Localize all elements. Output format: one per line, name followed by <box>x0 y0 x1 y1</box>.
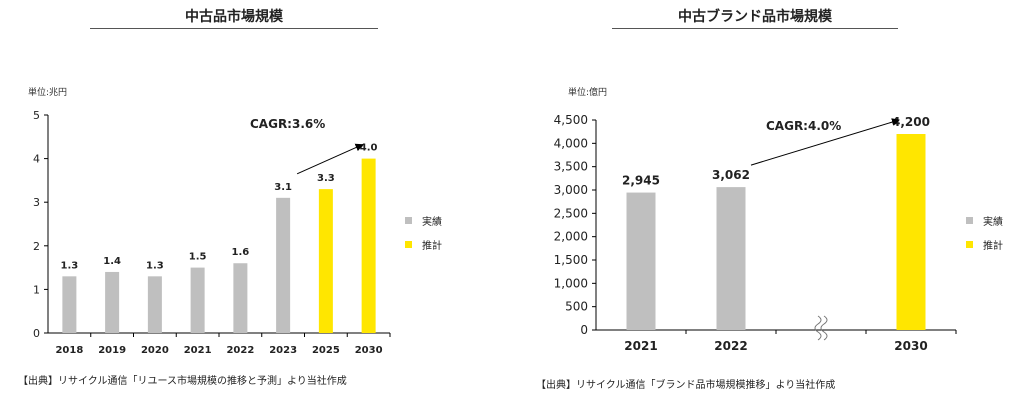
bar-forecast <box>896 134 926 330</box>
bar-actual <box>716 187 746 330</box>
data-label: 1.5 <box>189 252 207 263</box>
source-note: 【出典】リサイクル通信「リユース市場規模の推移と予測」より当社作成 <box>18 376 347 387</box>
y-tick-label: 2,000 <box>554 230 588 244</box>
legend-swatch-actual <box>966 216 973 224</box>
bar-actual <box>147 276 162 333</box>
legend-swatch-actual <box>405 216 412 224</box>
bar-actual <box>276 197 291 333</box>
bar-actual <box>190 267 205 333</box>
x-tick-label: 2030 <box>894 339 927 353</box>
data-label: 1.4 <box>103 256 121 267</box>
data-label: 4,200 <box>892 115 930 129</box>
data-label: 2,945 <box>622 174 660 188</box>
bar-actual <box>62 276 77 333</box>
axis-break-mark-right <box>820 315 828 341</box>
x-tick-label: 2021 <box>624 339 657 353</box>
y-tick-label: 3,000 <box>554 183 588 197</box>
used-brand-goods-bar-chart: 0 500 1,000 1,500 2,000 2,500 3,000 3,500 4,000 4… <box>554 113 957 353</box>
y-tick-label: 3,500 <box>554 160 588 174</box>
bar-actual <box>233 263 248 333</box>
y-tick-label: 4,500 <box>554 113 588 127</box>
bar-actual <box>626 192 656 330</box>
data-label: 1.3 <box>61 260 79 271</box>
chart-title: 中古ブランド品市場規模 <box>678 9 832 25</box>
legend: 実績 推計 <box>405 213 442 261</box>
bar-forecast <box>318 189 333 333</box>
x-tick-label: 2023 <box>269 345 297 356</box>
cagr-label: CAGR:3.6% <box>250 117 325 131</box>
x-tick-label: 2019 <box>98 345 126 356</box>
cagr-arrow <box>296 143 364 175</box>
bar-actual <box>105 271 120 333</box>
legend-label-actual: 実績 <box>983 216 1003 228</box>
legend-swatch-forecast <box>966 240 973 248</box>
data-label: 3.1 <box>274 182 292 193</box>
data-label: 1.3 <box>146 260 164 271</box>
used-brand-goods-market-panel: 中古ブランド品市場規模 単位:億円 0 500 1,000 1,500 2,000 2,5… <box>520 0 1036 400</box>
title-underline <box>612 28 898 29</box>
y-tick-label: 3 <box>33 196 40 209</box>
bar-forecast <box>361 158 376 333</box>
y-tick-label: 5 <box>33 109 40 122</box>
data-label: 1.6 <box>232 247 250 258</box>
cagr-label: CAGR:4.0% <box>766 119 841 133</box>
y-tick-label: 4,000 <box>554 136 588 150</box>
data-label: 4.0 <box>360 143 378 154</box>
legend-swatch-forecast <box>405 240 412 248</box>
x-tick-label: 2021 <box>184 345 212 356</box>
x-tick-label: 2022 <box>226 345 254 356</box>
legend-item-actual: 実績 <box>405 213 442 228</box>
legend: 実績 推計 <box>966 213 1003 261</box>
legend-label-actual: 実績 <box>422 216 442 228</box>
unit-label: 単位:兆円 <box>28 88 68 98</box>
legend-item-actual: 実績 <box>966 213 1003 228</box>
source-note: 【出典】リサイクル通信「ブランド品市場規模推移」より当社作成 <box>536 380 836 391</box>
legend-label-forecast: 推計 <box>983 240 1003 252</box>
chart-title: 中古品市場規模 <box>185 9 283 25</box>
legend-item-forecast: 推計 <box>966 237 1003 252</box>
y-tick-label: 4 <box>33 153 40 166</box>
used-goods-bar-chart: 0 1 2 3 4 5 1.3 2018 1.4 2019 1.3 2020 1.5 2021 1.6 202… <box>33 109 391 356</box>
title-underline <box>90 28 378 29</box>
y-tick-label: 0 <box>580 323 588 337</box>
legend-item-forecast: 推計 <box>405 237 442 252</box>
y-tick-label: 0 <box>33 327 40 340</box>
legend-label-forecast: 推計 <box>422 240 442 252</box>
x-tick-label: 2020 <box>141 345 169 356</box>
y-tick-label: 1,000 <box>554 276 588 290</box>
x-tick-label: 2030 <box>355 345 383 356</box>
y-tick-label: 500 <box>565 300 588 314</box>
y-tick-label: 1,500 <box>554 253 588 267</box>
used-goods-market-panel: 中古品市場規模 単位:兆円 0 1 2 3 4 5 1.3 2018 1.4 2019 1.3 202… <box>18 9 442 387</box>
data-label: 3,062 <box>712 168 750 182</box>
cagr-arrow <box>750 118 900 166</box>
x-tick-label: 2025 <box>312 345 340 356</box>
y-tick-label: 2 <box>33 240 40 253</box>
y-tick-label: 1 <box>33 283 40 296</box>
axis-break-mark-left <box>814 315 822 341</box>
data-label: 3.3 <box>317 173 335 184</box>
unit-label: 単位:億円 <box>568 88 608 98</box>
x-tick-label: 2022 <box>714 339 747 353</box>
x-tick-label: 2018 <box>55 345 83 356</box>
y-tick-label: 2,500 <box>554 206 588 220</box>
